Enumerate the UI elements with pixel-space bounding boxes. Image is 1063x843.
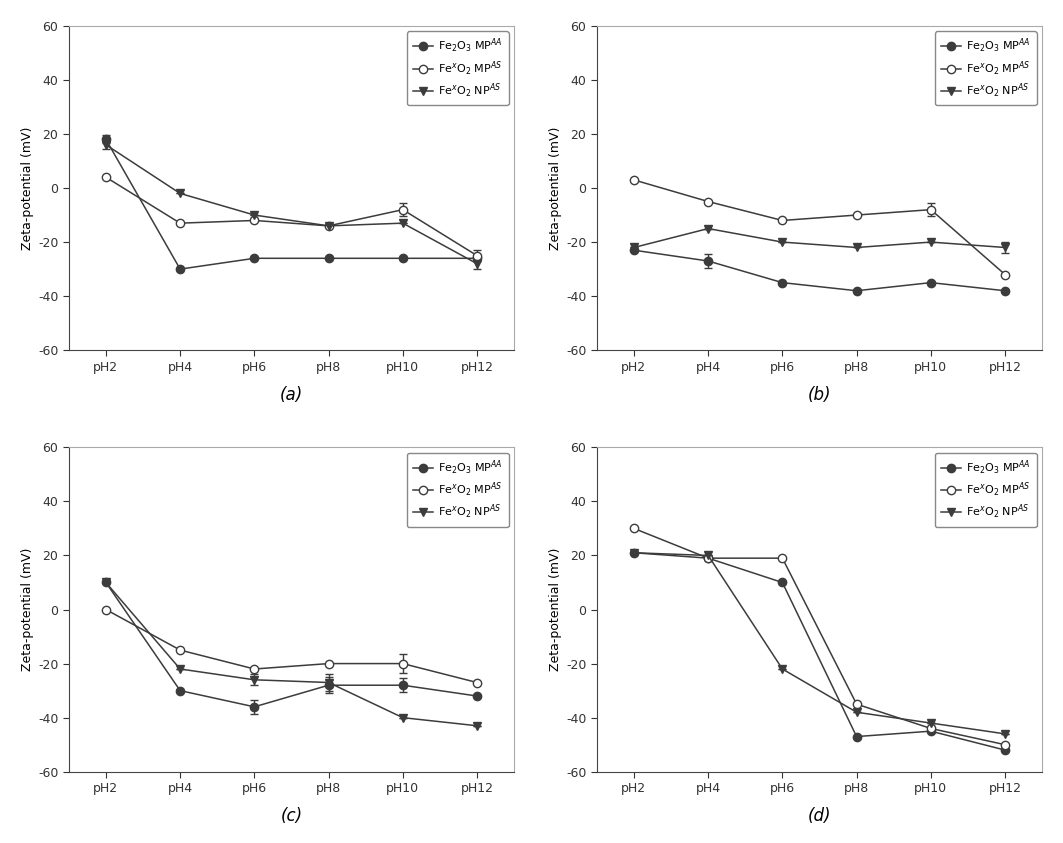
- Text: (d): (d): [808, 808, 831, 825]
- Text: (c): (c): [281, 808, 303, 825]
- Legend: Fe$_2$O$_3$ MP$^{AA}$, Fe$^x$O$_2$ MP$^{AS}$, Fe$^x$O$_2$ NP$^{AS}$: Fe$_2$O$_3$ MP$^{AA}$, Fe$^x$O$_2$ MP$^{…: [407, 31, 508, 105]
- Legend: Fe$_2$O$_3$ MP$^{AA}$, Fe$^x$O$_2$ MP$^{AS}$, Fe$^x$O$_2$ NP$^{AS}$: Fe$_2$O$_3$ MP$^{AA}$, Fe$^x$O$_2$ MP$^{…: [935, 31, 1036, 105]
- Y-axis label: Zeta-potential (mV): Zeta-potential (mV): [21, 548, 34, 671]
- Y-axis label: Zeta-potential (mV): Zeta-potential (mV): [21, 126, 34, 250]
- Y-axis label: Zeta-potential (mV): Zeta-potential (mV): [549, 126, 562, 250]
- Text: (b): (b): [808, 386, 831, 404]
- Legend: Fe$_2$O$_3$ MP$^{AA}$, Fe$^x$O$_2$ MP$^{AS}$, Fe$^x$O$_2$ NP$^{AS}$: Fe$_2$O$_3$ MP$^{AA}$, Fe$^x$O$_2$ MP$^{…: [407, 453, 508, 527]
- Text: (a): (a): [280, 386, 303, 404]
- Legend: Fe$_2$O$_3$ MP$^{AA}$, Fe$^x$O$_2$ MP$^{AS}$, Fe$^x$O$_2$ NP$^{AS}$: Fe$_2$O$_3$ MP$^{AA}$, Fe$^x$O$_2$ MP$^{…: [935, 453, 1036, 527]
- Y-axis label: Zeta-potential (mV): Zeta-potential (mV): [549, 548, 562, 671]
